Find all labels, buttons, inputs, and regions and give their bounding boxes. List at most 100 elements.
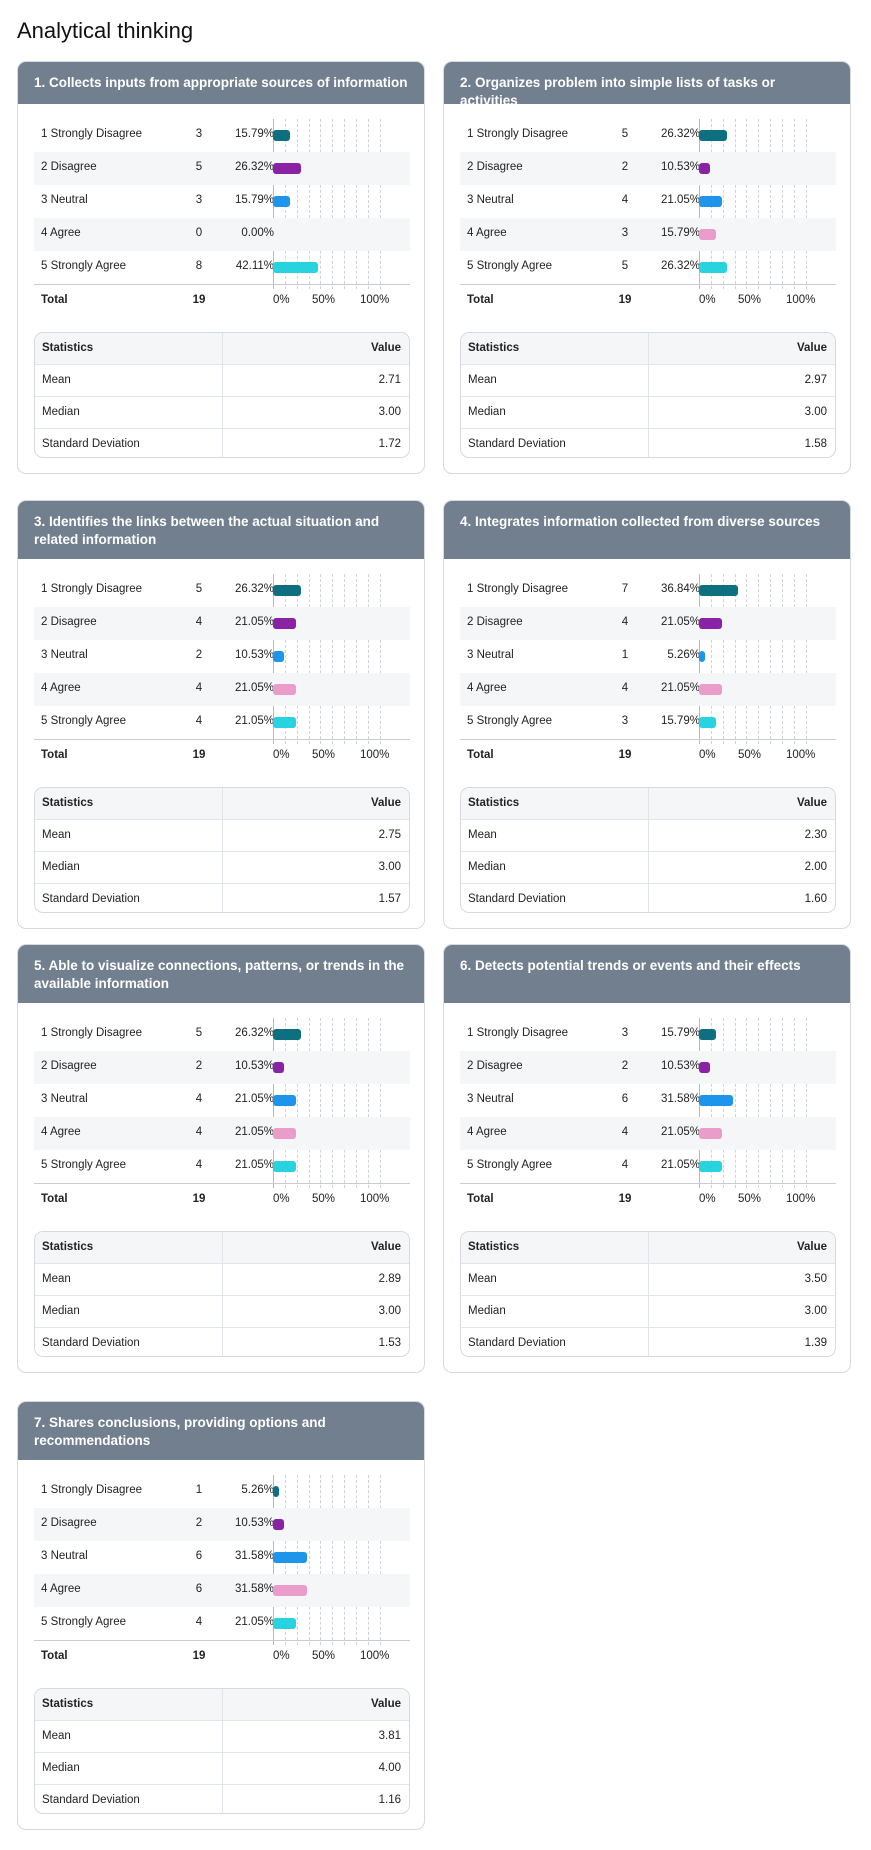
response-bar xyxy=(273,651,285,662)
response-row: 2 Disagree 2 10.53% xyxy=(460,1051,836,1084)
statistic-value: 2.71 xyxy=(378,374,401,386)
response-count: 6 xyxy=(195,1583,203,1595)
response-row: 4 Agree 4 21.05% xyxy=(460,1117,836,1150)
response-bar xyxy=(699,651,705,662)
response-row: 1 Strongly Disagree 5 26.32% xyxy=(34,574,410,607)
axis-tick-label: 100% xyxy=(360,294,390,306)
column-divider xyxy=(222,884,223,912)
response-label: 5 Strongly Agree xyxy=(41,1159,127,1171)
total-count: 19 xyxy=(618,749,632,761)
statistics-row: Mean 2.75 xyxy=(35,819,409,851)
response-label: 1 Strongly Disagree xyxy=(41,1027,142,1039)
chart-gridline xyxy=(368,1475,369,1645)
chart-gridline xyxy=(770,119,771,289)
statistics-table: Statistics Value Mean 2.75 Median 3.00 Standar… xyxy=(34,787,410,913)
question-card: 4. Integrates information collected from… xyxy=(443,500,851,929)
response-label: 4 Agree xyxy=(467,227,507,239)
response-bar xyxy=(699,130,728,141)
response-bar xyxy=(273,262,319,273)
chart-gridline xyxy=(297,574,298,744)
response-label: 2 Disagree xyxy=(41,161,97,173)
response-count: 2 xyxy=(621,1060,629,1072)
response-percent: 10.53% xyxy=(660,161,700,173)
response-label: 4 Agree xyxy=(467,682,507,694)
statistic-value: 1.60 xyxy=(804,893,827,905)
statistics-header: Statistics Value xyxy=(35,1689,409,1720)
statistics-row: Standard Deviation 1.53 xyxy=(35,1327,409,1356)
column-divider xyxy=(222,1328,223,1356)
total-row: Total 19 0% 50% 100% xyxy=(460,284,836,315)
question-card: 5. Able to visualize connections, patter… xyxy=(17,944,425,1373)
response-count: 4 xyxy=(621,682,629,694)
statistic-value: 3.00 xyxy=(378,1305,401,1317)
question-title: 3. Identifies the links between the actu… xyxy=(18,501,424,559)
axis-tick-label: 50% xyxy=(738,749,762,761)
response-percent: 36.84% xyxy=(660,583,700,595)
chart-gridline xyxy=(368,1018,369,1188)
statistic-name: Median xyxy=(468,406,506,418)
response-percent: 5.26% xyxy=(667,649,700,661)
response-label: 2 Disagree xyxy=(467,1060,523,1072)
chart-gridline xyxy=(746,574,747,744)
chart-gridline xyxy=(782,574,783,744)
statistic-name: Median xyxy=(42,861,80,873)
response-count: 8 xyxy=(195,260,203,272)
statistic-name: Mean xyxy=(468,374,497,386)
response-bar xyxy=(273,1519,285,1530)
statistic-name: Standard Deviation xyxy=(42,893,140,905)
value-col-header: Value xyxy=(370,1241,401,1253)
response-percent: 15.79% xyxy=(660,227,700,239)
response-label: 5 Strongly Agree xyxy=(467,1159,553,1171)
total-count: 19 xyxy=(618,1193,632,1205)
response-percent: 31.58% xyxy=(660,1093,700,1105)
chart-gridline xyxy=(332,119,333,289)
response-row: 5 Strongly Agree 8 42.11% xyxy=(34,251,410,284)
column-divider xyxy=(648,788,649,819)
statistics-row: Standard Deviation 1.58 xyxy=(461,428,835,457)
column-divider xyxy=(648,1264,649,1295)
response-row: 2 Disagree 2 10.53% xyxy=(460,152,836,185)
statistics-row: Standard Deviation 1.57 xyxy=(35,883,409,912)
column-divider xyxy=(648,852,649,883)
response-row: 4 Agree 4 21.05% xyxy=(34,1117,410,1150)
response-bar xyxy=(273,1552,307,1563)
response-count: 3 xyxy=(621,715,629,727)
total-count: 19 xyxy=(192,1193,206,1205)
statistics-row: Standard Deviation 1.72 xyxy=(35,428,409,457)
question-title: 6. Detects potential trends or events an… xyxy=(444,945,850,1003)
chart-gridline xyxy=(285,574,286,744)
response-bar xyxy=(273,1618,296,1629)
total-row: Total 19 0% 50% 100% xyxy=(34,1640,410,1671)
statistic-name: Mean xyxy=(42,374,71,386)
chart-gridline xyxy=(770,574,771,744)
response-count: 4 xyxy=(195,1616,203,1628)
total-label: Total xyxy=(467,749,494,761)
column-divider xyxy=(222,1264,223,1295)
response-row: 2 Disagree 4 21.05% xyxy=(460,607,836,640)
statistic-value: 3.00 xyxy=(378,406,401,418)
chart-gridline xyxy=(380,1475,381,1645)
value-col-header: Value xyxy=(370,1698,401,1710)
question-title: 4. Integrates information collected from… xyxy=(444,501,850,559)
chart-gridline xyxy=(344,1475,345,1645)
response-count: 0 xyxy=(195,227,203,239)
statistic-name: Median xyxy=(468,861,506,873)
response-label: 4 Agree xyxy=(467,1126,507,1138)
column-divider xyxy=(222,1753,223,1784)
total-row: Total 19 0% 50% 100% xyxy=(460,1183,836,1214)
response-percent: 5.26% xyxy=(241,1484,274,1496)
response-percent: 26.32% xyxy=(234,583,274,595)
statistics-row: Median 4.00 xyxy=(35,1752,409,1784)
question-title: 7. Shares conclusions, providing options… xyxy=(18,1402,424,1460)
response-bar xyxy=(273,717,296,728)
response-percent: 21.05% xyxy=(234,1126,274,1138)
axis-tick-label: 0% xyxy=(273,749,290,761)
chart-gridline xyxy=(735,119,736,289)
response-percent: 10.53% xyxy=(660,1060,700,1072)
chart-gridline xyxy=(320,119,321,289)
response-count: 2 xyxy=(195,1060,203,1072)
statistic-value: 1.58 xyxy=(804,438,827,450)
response-label: 5 Strongly Agree xyxy=(41,260,127,272)
response-row: 5 Strongly Agree 4 21.05% xyxy=(460,1150,836,1183)
response-bar xyxy=(699,1029,716,1040)
